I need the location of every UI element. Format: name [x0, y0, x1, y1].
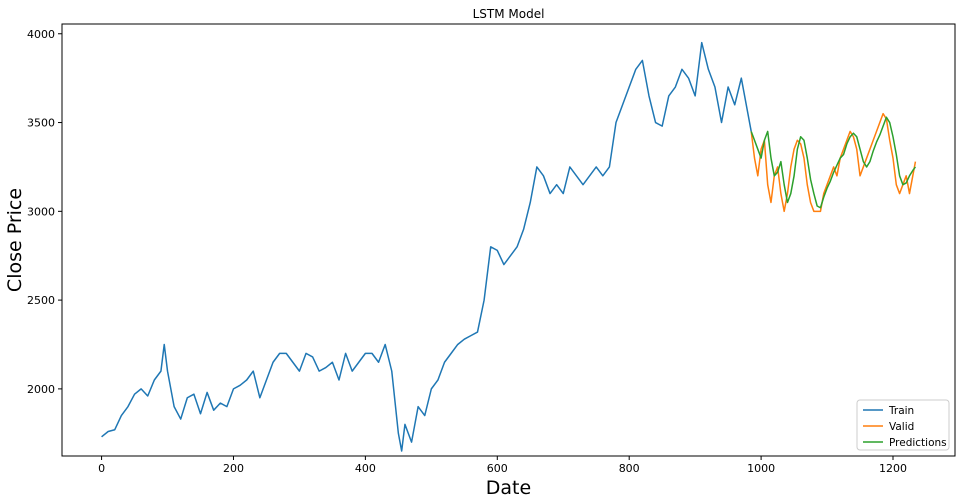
x-tick-label: 200: [223, 462, 244, 475]
y-tick-label: 4000: [27, 28, 55, 41]
x-tick-label: 1200: [879, 462, 907, 475]
legend-label-train: Train: [888, 405, 914, 417]
x-tick-label: 1000: [747, 462, 775, 475]
x-axis-label: Date: [486, 477, 531, 499]
series-line-predictions: [750, 116, 917, 209]
x-tick-label: 0: [98, 462, 105, 475]
plot-frame: [61, 23, 956, 457]
series-line-valid: [750, 112, 917, 213]
y-tick-label: 2500: [27, 294, 55, 307]
y-tick-label: 3500: [27, 117, 55, 130]
chart-title: LSTM Model: [473, 7, 545, 21]
legend-label-predictions: Predictions: [889, 437, 947, 449]
y-tick-label: 3000: [27, 205, 55, 218]
x-axis: 0 200 400 600 800 1000 1200: [98, 456, 907, 475]
x-tick-label: 400: [355, 462, 376, 475]
x-tick-label: 600: [487, 462, 508, 475]
legend-label-valid: Valid: [889, 421, 914, 433]
y-axis-label: Close Price: [4, 188, 26, 292]
y-tick-label: 2000: [27, 383, 55, 396]
legend: Train Valid Predictions: [856, 399, 950, 451]
y-axis: 2000 2500 3000 3500 4000: [27, 28, 62, 396]
legend-box: [856, 399, 950, 451]
series-line-train: [101, 41, 752, 452]
x-tick-label: 800: [619, 462, 640, 475]
plot-area: [101, 41, 917, 452]
